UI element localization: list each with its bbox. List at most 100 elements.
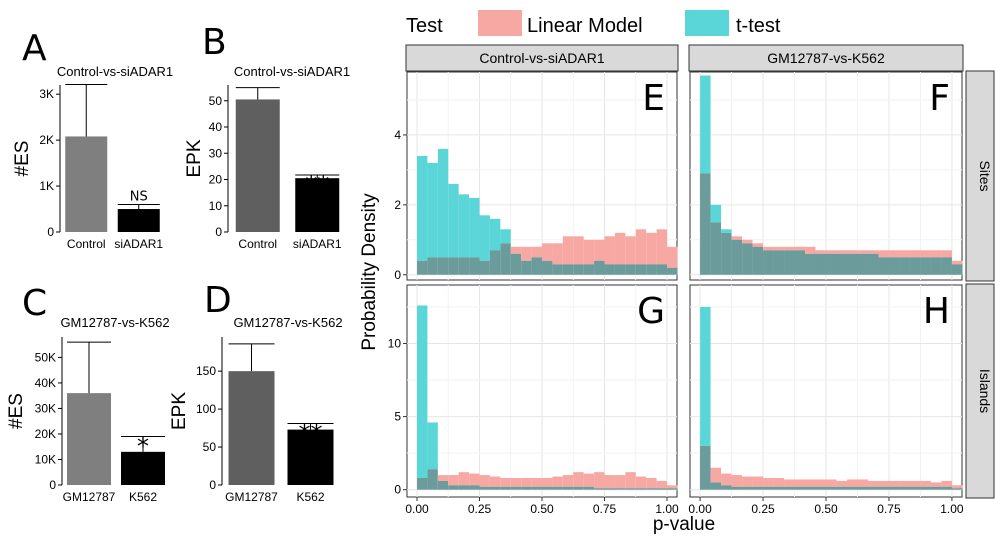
- histogram-bar-linear-model: [920, 250, 931, 258]
- strip-column-1-label: Control-vs-siADAR1: [479, 50, 604, 66]
- histogram-bar-linear-model: [625, 472, 636, 489]
- histogram-bar-linear-model: [635, 229, 647, 265]
- panel-title: Control-vs-siADAR1: [234, 64, 350, 79]
- histogram-bar-linear-model: [899, 250, 910, 258]
- y-tick-label: 150: [196, 364, 216, 378]
- histogram-bar-overlap: [510, 486, 522, 490]
- x-tick-label: 0.50: [814, 502, 838, 516]
- histogram-bar-overlap: [815, 253, 827, 275]
- histogram-bar-linear-model: [794, 479, 806, 487]
- histogram-bar-linear-model: [710, 467, 722, 483]
- x-tick-label: 0.25: [468, 502, 492, 516]
- histogram-bar-linear-model: [521, 246, 532, 261]
- y-tick-label: 2: [394, 198, 401, 212]
- histogram-bar-linear-model: [846, 479, 858, 487]
- histogram-bar-linear-model: [763, 477, 774, 487]
- histogram-bar-linear-model: [930, 250, 942, 258]
- histogram-bar-linear-model: [846, 250, 858, 254]
- histogram-bar-t-test: [500, 229, 511, 244]
- histogram-bar-overlap: [594, 488, 605, 490]
- histogram-bar-overlap: [920, 486, 931, 490]
- histogram-bar-overlap: [667, 488, 678, 490]
- histogram-bar-linear-model: [489, 476, 501, 487]
- histogram-bar-overlap: [500, 486, 511, 490]
- histogram-bar-overlap: [941, 486, 952, 490]
- histogram-bar-overlap: [521, 260, 532, 275]
- histogram-bar-t-test: [700, 75, 711, 174]
- histogram-bar-overlap: [573, 264, 584, 275]
- y-tick-label: 20K: [35, 427, 56, 441]
- histogram-bar-linear-model: [805, 246, 816, 254]
- legend-swatch-linear-model: [478, 10, 522, 36]
- x-tick-label: K562: [296, 490, 324, 504]
- histogram-bar-overlap: [489, 250, 501, 275]
- histogram-bar-overlap: [742, 243, 753, 275]
- y-axis-label: #ES: [12, 141, 33, 177]
- x-tick-label: 0.75: [593, 502, 617, 516]
- histogram-bar-linear-model: [784, 246, 795, 251]
- histogram-bar-overlap: [920, 257, 931, 275]
- x-tick-label: Control: [67, 237, 106, 251]
- y-tick-label: 30K: [35, 401, 56, 415]
- x-tick-label: siADAR1: [114, 237, 163, 251]
- histogram-bar-overlap: [469, 257, 480, 275]
- histogram-bar-overlap: [427, 257, 438, 275]
- histogram-bar-overlap: [794, 486, 806, 490]
- histogram-bar-overlap: [784, 486, 795, 490]
- y-tick-label: 0: [47, 225, 54, 239]
- histogram-bar-linear-model: [941, 250, 952, 258]
- x-tick-label: 0.00: [405, 502, 429, 516]
- y-tick-label: 10K: [35, 452, 56, 466]
- histogram-bar-linear-model: [951, 485, 963, 489]
- histogram-bar-linear-model: [573, 472, 584, 487]
- histogram-bar-linear-model: [635, 476, 647, 489]
- histogram-bar-linear-model: [836, 480, 847, 487]
- x-tick-label: 1.00: [655, 502, 679, 516]
- y-tick-label: 0: [49, 478, 56, 492]
- histogram-bar-linear-model: [794, 246, 806, 251]
- y-tick-label: 1K: [39, 179, 54, 193]
- histogram-bar-linear-model: [552, 243, 563, 265]
- histogram-bar-overlap: [951, 488, 963, 490]
- y-tick-label: 5: [394, 410, 401, 424]
- histogram-panel-f: F: [689, 71, 963, 281]
- histogram-bar-linear-model: [583, 239, 595, 265]
- histogram-bar-overlap: [437, 257, 449, 275]
- x-tick-label: 0.75: [877, 502, 901, 516]
- histogram-bar-overlap: [552, 264, 563, 275]
- y-tick-label: 2K: [39, 133, 54, 147]
- strip-row-1: [965, 70, 995, 282]
- histogram-bar-overlap: [752, 246, 764, 275]
- histogram-panel-e: E 0 2 4: [394, 71, 678, 282]
- histogram-bar-linear-model: [500, 477, 511, 487]
- histogram-bar-overlap: [614, 488, 626, 490]
- panel-title: GM12787-vs-K562: [233, 315, 342, 330]
- x-tick-label: 0.00: [688, 502, 712, 516]
- histogram-bar-linear-model: [667, 485, 678, 489]
- histogram-bar-linear-model: [909, 250, 921, 258]
- bar-panel-b: B Control-vs-siADAR1 0 10 20 30 40 50 EPK Control…: [184, 22, 350, 251]
- histogram-bar-overlap: [710, 482, 722, 490]
- histogram-bar-overlap: [448, 485, 459, 490]
- legend: Test Linear Model t-test: [406, 10, 781, 37]
- histogram-bar-overlap: [773, 486, 785, 490]
- histogram-bar-overlap: [899, 257, 910, 275]
- histogram-bar-t-test: [489, 218, 501, 251]
- legend-label-linear-model: Linear Model: [527, 15, 643, 37]
- panel-letter: G: [637, 291, 665, 332]
- y-tick-label: 20: [209, 173, 223, 187]
- y-tick-label: 4: [394, 128, 401, 142]
- histogram-bar-overlap: [635, 488, 647, 490]
- panel-title: GM12787-vs-K562: [60, 315, 169, 330]
- histogram-bar-linear-model: [604, 236, 615, 265]
- histogram-bar-linear-model: [646, 477, 657, 489]
- histogram-bar-overlap: [531, 257, 543, 275]
- histogram-bar-linear-model: [594, 472, 605, 489]
- histogram-bar-linear-model: [815, 479, 827, 487]
- histogram-bar-overlap: [773, 250, 785, 275]
- histogram-bar-overlap: [826, 486, 837, 490]
- panel-title: Control-vs-siADAR1: [57, 64, 173, 79]
- histogram-bar-linear-model: [920, 480, 931, 487]
- y-tick-label: 0: [215, 225, 222, 239]
